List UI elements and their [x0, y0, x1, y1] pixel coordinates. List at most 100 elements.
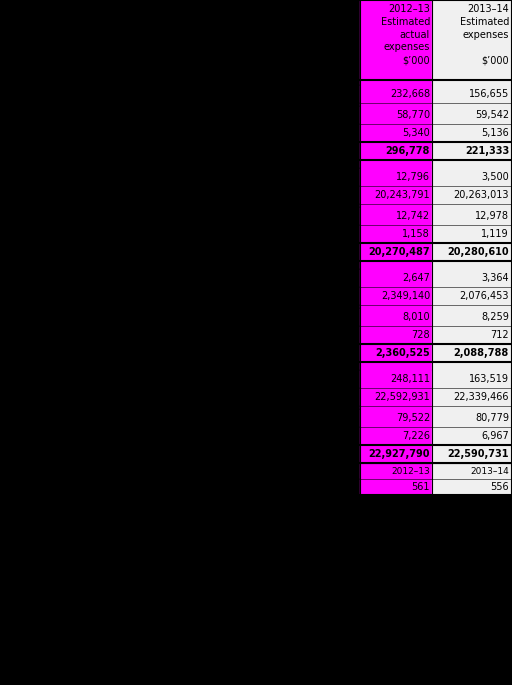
Bar [432, 142, 512, 160]
Bar [432, 261, 512, 269]
Text: 2,088,788: 2,088,788 [454, 348, 509, 358]
Bar [360, 479, 432, 495]
Text: 3,500: 3,500 [481, 172, 509, 182]
Text: 2,647: 2,647 [402, 273, 430, 283]
Text: 5,340: 5,340 [402, 128, 430, 138]
Text: 248,111: 248,111 [390, 374, 430, 384]
Bar [0, 106, 360, 124]
Bar [432, 160, 512, 168]
Bar [0, 326, 360, 344]
Text: 728: 728 [411, 330, 430, 340]
Bar [432, 80, 512, 85]
Bar [0, 261, 360, 269]
Bar [0, 308, 360, 326]
Bar [0, 269, 360, 287]
Bar [0, 85, 360, 103]
Bar [432, 305, 512, 308]
Text: 2,076,453: 2,076,453 [459, 291, 509, 301]
Bar [432, 344, 512, 362]
Bar [432, 388, 512, 406]
Bar [0, 409, 360, 427]
Bar [432, 124, 512, 142]
Bar [0, 186, 360, 204]
Bar [360, 463, 432, 479]
Text: 12,978: 12,978 [475, 211, 509, 221]
Bar [0, 495, 512, 685]
Bar [360, 269, 432, 287]
Bar [0, 103, 360, 106]
Text: 1,158: 1,158 [402, 229, 430, 239]
Bar [432, 427, 512, 445]
Bar [432, 269, 512, 287]
Bar [360, 142, 432, 160]
Text: 20,270,487: 20,270,487 [368, 247, 430, 257]
Bar [360, 308, 432, 326]
Bar [360, 261, 432, 269]
Bar [360, 305, 432, 308]
Text: 79,522: 79,522 [396, 413, 430, 423]
Bar [360, 388, 432, 406]
Text: 1,119: 1,119 [481, 229, 509, 239]
Bar [360, 225, 432, 243]
Bar [432, 168, 512, 186]
Text: 2012–13
Estimated
actual
expenses
$’000: 2012–13 Estimated actual expenses $’000 [380, 4, 430, 65]
Bar [432, 409, 512, 427]
Bar [0, 370, 360, 388]
Text: 20,263,013: 20,263,013 [454, 190, 509, 200]
Text: 12,742: 12,742 [396, 211, 430, 221]
Bar [432, 287, 512, 305]
Text: 22,339,466: 22,339,466 [454, 392, 509, 402]
Text: 556: 556 [490, 482, 509, 492]
Bar [360, 344, 432, 362]
Bar [360, 124, 432, 142]
Text: 6,967: 6,967 [481, 431, 509, 441]
Bar [432, 186, 512, 204]
Bar [0, 207, 360, 225]
Bar [360, 204, 432, 207]
Text: 232,668: 232,668 [390, 89, 430, 99]
Bar [0, 168, 360, 186]
Bar [360, 409, 432, 427]
Text: 20,243,791: 20,243,791 [374, 190, 430, 200]
Text: 221,333: 221,333 [465, 146, 509, 156]
Bar [432, 308, 512, 326]
Bar [0, 362, 360, 370]
Bar [360, 80, 432, 85]
Bar [360, 103, 432, 106]
Bar [0, 388, 360, 406]
Bar [432, 362, 512, 370]
Text: 22,592,931: 22,592,931 [374, 392, 430, 402]
Text: 296,778: 296,778 [386, 146, 430, 156]
Bar [432, 479, 512, 495]
Bar [432, 463, 512, 479]
Bar [432, 103, 512, 106]
Bar [432, 243, 512, 261]
Bar [360, 445, 432, 463]
Text: 2013–14
Estimated
expenses

$’000: 2013–14 Estimated expenses $’000 [460, 4, 509, 65]
Text: 7,226: 7,226 [402, 431, 430, 441]
Bar [360, 287, 432, 305]
Bar [0, 305, 360, 308]
Text: 2013–14: 2013–14 [470, 466, 509, 475]
Bar [360, 427, 432, 445]
Text: 2,360,525: 2,360,525 [375, 348, 430, 358]
Bar [0, 0, 360, 80]
Bar [360, 362, 432, 370]
Bar [0, 427, 360, 445]
Bar [360, 370, 432, 388]
Text: 20,280,610: 20,280,610 [447, 247, 509, 257]
Bar [360, 326, 432, 344]
Bar [360, 186, 432, 204]
Bar [0, 287, 360, 305]
Bar [0, 344, 360, 362]
Bar [432, 0, 512, 80]
Text: 12,796: 12,796 [396, 172, 430, 182]
Bar [0, 406, 360, 409]
Text: 3,364: 3,364 [481, 273, 509, 283]
Bar [432, 445, 512, 463]
Bar [432, 204, 512, 207]
Text: 2,349,140: 2,349,140 [381, 291, 430, 301]
Bar [360, 0, 432, 80]
Bar [0, 124, 360, 142]
Bar [432, 225, 512, 243]
